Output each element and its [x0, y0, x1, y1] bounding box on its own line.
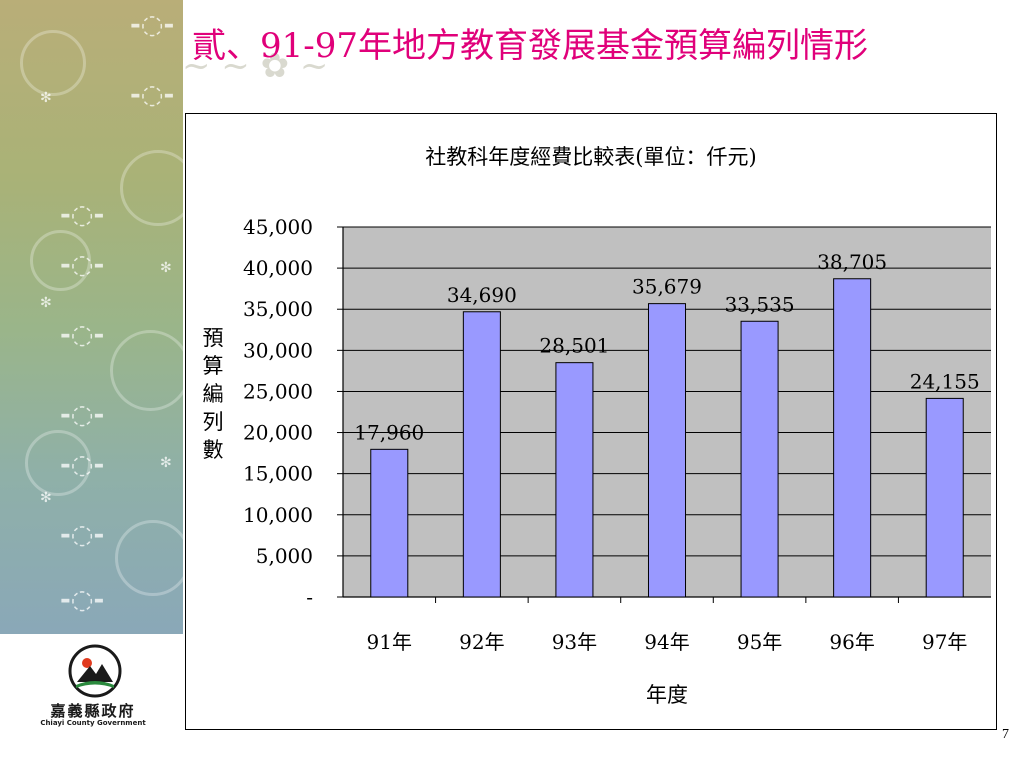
- bar: [462, 311, 501, 598]
- y-tick-label: 45,000: [243, 215, 313, 239]
- data-label: 24,155: [910, 369, 980, 393]
- x-tick-label: 93年: [552, 630, 597, 654]
- logo-subtitle: Chiayi County Government: [40, 719, 146, 727]
- bar: [833, 278, 872, 598]
- slide-title: 貳、91-97年地方教育發展基金預算編列情形: [192, 26, 869, 66]
- data-label: 33,535: [725, 292, 795, 316]
- y-tick-label: 30,000: [243, 338, 313, 362]
- bar-chart: - 5,000 10,000 15,000 20,000 25,000 30,000 35,0…: [243, 215, 991, 707]
- chart-title: 社教科年度經費比較表(單位：仟元): [425, 145, 757, 169]
- y-tick-label: 20,000: [243, 421, 313, 445]
- x-axis-label: 年度: [646, 683, 688, 707]
- x-tick-label: 94年: [644, 630, 689, 654]
- logo: 嘉義縣政府 Chiayi County Government: [18, 640, 168, 730]
- bar: [647, 303, 687, 598]
- county-emblem-icon: [68, 644, 122, 698]
- data-label: 17,960: [354, 420, 424, 444]
- data-label: 28,501: [539, 334, 609, 358]
- data-label: 35,679: [632, 275, 702, 299]
- page-number: 7: [1002, 727, 1009, 742]
- y-tick-label: 5,000: [256, 544, 313, 568]
- bar: [555, 362, 594, 598]
- data-label: 38,705: [817, 250, 887, 274]
- chart-frame: 社教科年度經費比較表(單位：仟元) 預算編列數 - 5,000 10,000 15,0…: [185, 113, 997, 730]
- x-tick-label: 91年: [367, 630, 412, 654]
- bar: [925, 397, 964, 598]
- y-tick-label: -: [306, 585, 313, 609]
- y-tick-label: 35,000: [243, 297, 313, 321]
- x-tick-label: 97年: [922, 630, 967, 654]
- y-tick-label: 25,000: [243, 379, 313, 403]
- title-shadow-decoration: ~ ~ ✿ ~: [182, 46, 329, 86]
- bar: [740, 320, 779, 598]
- y-tick-label: 15,000: [243, 462, 313, 486]
- x-tick-label: 92年: [459, 630, 504, 654]
- y-tick-label: 10,000: [243, 503, 313, 527]
- x-tick-label: 95年: [737, 630, 782, 654]
- y-tick-label: 40,000: [243, 256, 313, 280]
- y-axis-label: 預算編列數: [202, 326, 224, 462]
- logo-name: 嘉義縣政府: [50, 702, 136, 720]
- data-label: 34,690: [447, 283, 517, 307]
- decorative-sidebar: -◌- -◌- -◌- -◌- -◌- -◌- -◌- -◌- -◌- ✻ ✻ …: [0, 0, 183, 634]
- x-tick-label: 96年: [829, 630, 874, 654]
- bar: [370, 448, 409, 598]
